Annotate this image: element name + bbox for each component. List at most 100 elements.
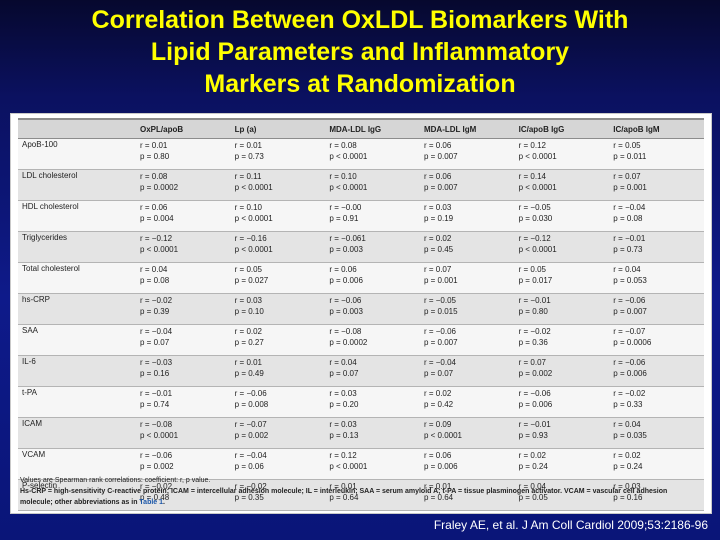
citation: Fraley AE, et al. J Am Coll Cardiol 2009… — [433, 518, 708, 532]
r-value: r = −0.12 — [140, 234, 173, 243]
p-value: p = 0.45 — [423, 245, 454, 254]
header-cell-mda-ldl-igg: MDA-LDL IgG — [325, 118, 420, 139]
table-cell: r = −0.07 p = 0.0006 — [609, 324, 704, 356]
table-cell: r = −0.02 p = 0.33 — [609, 386, 704, 418]
r-value: r = −0.04 — [140, 327, 173, 336]
r-value: r = 0.01 — [329, 482, 357, 491]
r-value: r = −0.08 — [140, 420, 173, 429]
p-value: p = 0.0006 — [613, 338, 652, 347]
header-cell-blank — [18, 118, 136, 139]
r-value: r = −0.02 — [140, 296, 173, 305]
r-value: r = −0.05 — [518, 203, 551, 212]
p-value: p = 0.008 — [234, 400, 269, 409]
row-label: ApoB-100 — [18, 138, 136, 170]
row-label: Total cholesterol — [18, 262, 136, 294]
title-line-3: Markers at Randomization — [204, 70, 516, 98]
p-value: p = 0.0002 — [140, 183, 179, 192]
r-value: r = −0.01 — [613, 234, 646, 243]
table-cell: r = 0.05 p = 0.027 — [230, 262, 326, 294]
p-value: p = 0.007 — [613, 307, 647, 316]
r-value: r = −0.04 — [613, 203, 646, 212]
table-cell: r = −0.05 p = 0.030 — [514, 200, 610, 232]
row-label: HDL cholesterol — [18, 200, 136, 232]
r-value: r = 0.05 — [518, 265, 546, 274]
table-cell: r = 0.10 p < 0.0001 — [325, 169, 420, 201]
table-cell: r = −0.06 p = 0.007 — [609, 293, 704, 325]
table-1-link[interactable]: Table 1 — [139, 499, 164, 506]
r-value: r = −0.03 — [140, 358, 173, 367]
r-value: r = −0.06 — [613, 358, 646, 367]
p-value: p = 0.48 — [140, 493, 170, 502]
row-label: VCAM — [18, 448, 136, 480]
table-cell: r = −0.01 p = 0.74 — [136, 386, 231, 418]
r-value: r = 0.01 — [140, 141, 168, 150]
p-value: p < 0.0001 — [329, 152, 368, 161]
table-cell: r = −0.04 p = 0.06 — [230, 448, 326, 480]
table-cell: r = 0.06 p = 0.007 — [419, 169, 515, 201]
r-value: r = −0.02 — [140, 482, 173, 491]
table-cell: r = −0.06 p = 0.006 — [609, 355, 704, 387]
table-cell: r = 0.06 p = 0.006 — [419, 448, 515, 480]
table-cell: r = −0.06 p = 0.003 — [325, 293, 420, 325]
r-value: r = 0.02 — [423, 389, 452, 398]
p-value: p = 0.73 — [613, 245, 643, 254]
r-value: r = 0.02 — [234, 327, 263, 336]
r-value: r = −0.02 — [613, 389, 646, 398]
p-value: p = 0.002 — [518, 369, 553, 378]
row-label: IL-6 — [18, 355, 136, 387]
r-value: r = 0.06 — [423, 451, 452, 460]
p-value: p < 0.0001 — [140, 431, 179, 440]
table-cell: r = 0.03 p = 0.20 — [325, 386, 420, 418]
table-row: ICAM r = −0.08 p < 0.0001 r = −0.07 p = 0.00… — [18, 417, 704, 449]
table-cell: r = −0.07 p = 0.002 — [230, 417, 326, 449]
p-value: p = 0.42 — [423, 400, 454, 409]
p-value: p = 0.91 — [329, 214, 359, 223]
r-value: r = 0.06 — [423, 141, 452, 150]
p-value: p = 0.73 — [234, 152, 264, 161]
table-cell: r = −0.12 p < 0.0001 — [514, 231, 610, 263]
table-cell: r = 0.03 p = 0.10 — [230, 293, 326, 325]
r-value: r = −0.06 — [613, 296, 646, 305]
r-value: r = 0.07 — [423, 265, 452, 274]
p-value: p = 0.001 — [423, 276, 458, 285]
table-cell: r = 0.07 p = 0.001 — [609, 169, 704, 201]
table-footnotes: Values are Spearman rank correlations: c… — [20, 475, 704, 508]
p-value: p = 0.0002 — [329, 338, 368, 347]
table-cell: r = 0.03 p = 0.13 — [325, 417, 420, 449]
table-cell: r = −0.05 p = 0.015 — [419, 293, 515, 325]
r-value: r = −0.02 — [518, 327, 551, 336]
p-value: p < 0.0001 — [423, 431, 463, 440]
table-cell: r = −0.04 p = 0.08 — [609, 200, 704, 232]
table-cell: r = 0.04 p = 0.05 — [514, 479, 610, 511]
r-value: r = 0.01 — [234, 358, 263, 367]
p-value: p = 0.19 — [423, 214, 454, 223]
table-cell: r = 0.12 p < 0.0001 — [514, 138, 610, 170]
p-value: p < 0.0001 — [234, 183, 273, 192]
table-cell: r = 0.01 p = 0.73 — [230, 138, 326, 170]
footnote-prefix: molecule; other abbreviations as in — [20, 499, 140, 506]
r-value: r = 0.03 — [613, 482, 641, 491]
p-value: p = 0.003 — [329, 307, 363, 316]
table-cell: r = 0.07 p = 0.001 — [419, 262, 515, 294]
r-value: r = 0.03 — [329, 420, 357, 429]
p-value: p = 0.20 — [329, 400, 359, 409]
r-value: r = −0.06 — [423, 327, 456, 336]
p-value: p = 0.007 — [423, 183, 458, 192]
table-cell: r = −0.01 p = 0.80 — [514, 293, 610, 325]
table-cell: r = 0.11 p < 0.0001 — [230, 169, 326, 201]
table-cell: r = 0.12 p < 0.0001 — [325, 448, 420, 480]
p-value: p = 0.24 — [613, 462, 643, 471]
p-value: p = 0.80 — [518, 307, 548, 316]
header-cell-ic-apob-igm: IC/apoB IgM — [609, 118, 704, 139]
table-cell: r = 0.04 p = 0.053 — [609, 262, 704, 294]
p-value: p = 0.001 — [613, 183, 647, 192]
r-value: r = 0.12 — [329, 451, 357, 460]
r-value: r = 0.03 — [329, 389, 357, 398]
table-cell: r = 0.03 p = 0.19 — [419, 200, 515, 232]
table-cell: r = 0.04 p = 0.07 — [325, 355, 420, 387]
p-value: p = 0.08 — [613, 214, 643, 223]
r-value: r = −0.05 — [423, 296, 456, 305]
row-label: P-selectin — [18, 479, 136, 511]
r-value: r = 0.04 — [613, 420, 641, 429]
r-value: r = 0.06 — [423, 172, 452, 181]
